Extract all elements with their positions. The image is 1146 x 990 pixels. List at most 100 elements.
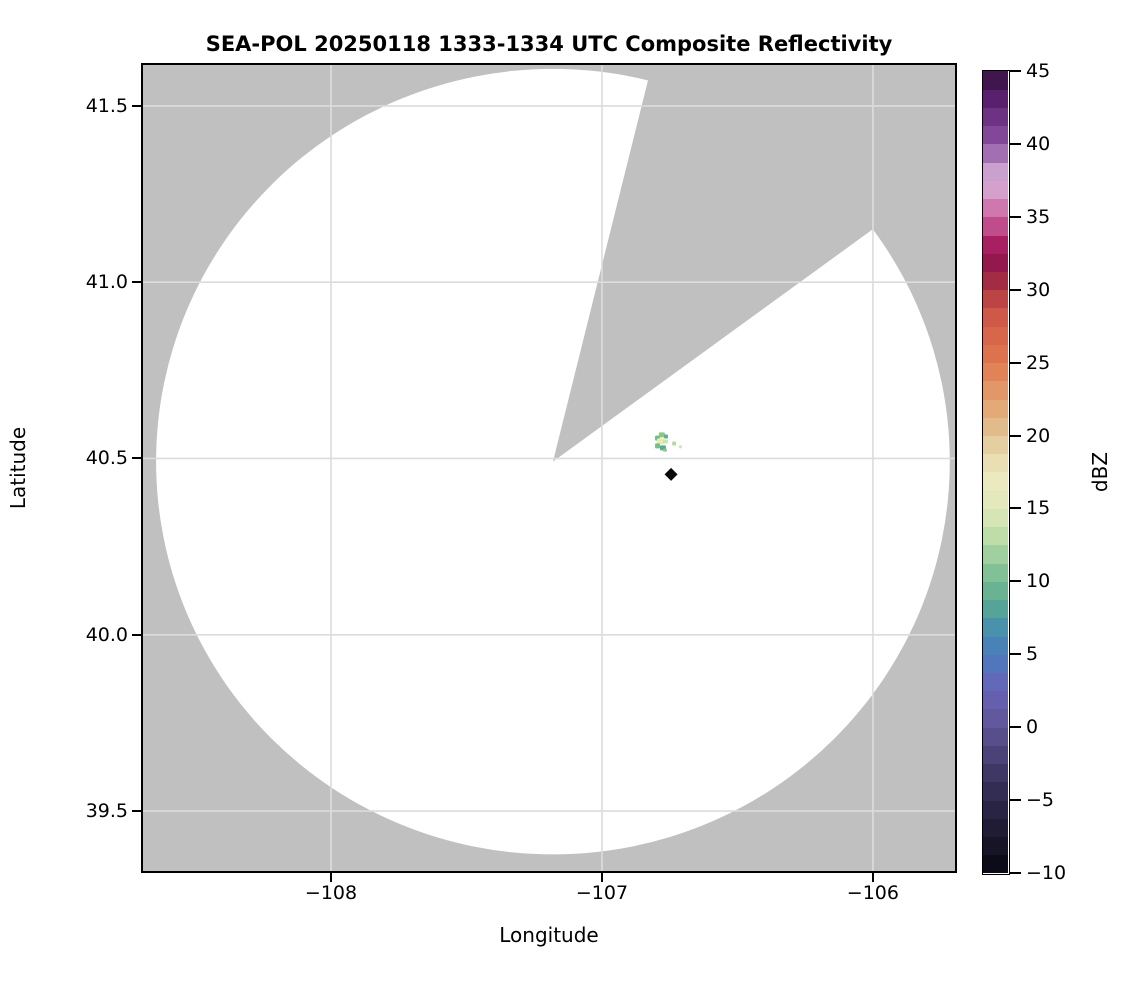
colorbar-band bbox=[983, 253, 1008, 272]
echo-cell bbox=[672, 441, 677, 446]
colorbar-band bbox=[983, 563, 1008, 582]
colorbar-band bbox=[983, 71, 1008, 90]
colorbar-band bbox=[983, 89, 1008, 108]
colorbar-tick-label: 0 bbox=[1026, 716, 1039, 739]
colorbar-tick-label: 15 bbox=[1026, 497, 1051, 520]
colorbar-band bbox=[983, 289, 1008, 309]
y-tick-mark bbox=[132, 633, 141, 636]
colorbar-band bbox=[983, 636, 1008, 655]
colorbar-tick-label: 20 bbox=[1026, 424, 1051, 447]
colorbar bbox=[983, 71, 1008, 873]
colorbar-band bbox=[983, 453, 1008, 473]
colorbar-tick-mark bbox=[1009, 653, 1021, 656]
colorbar-band bbox=[983, 854, 1008, 873]
colorbar-band bbox=[983, 271, 1008, 291]
colorbar-band bbox=[983, 581, 1008, 601]
colorbar-band bbox=[983, 708, 1008, 728]
echo-cell bbox=[678, 445, 682, 449]
colorbar-tick-mark bbox=[1009, 872, 1021, 874]
colorbar-tick-mark bbox=[1009, 507, 1021, 510]
y-axis-label: Latitude bbox=[6, 426, 30, 510]
colorbar-band bbox=[983, 435, 1008, 455]
colorbar-band bbox=[983, 672, 1008, 692]
colorbar-tick-mark bbox=[1009, 726, 1021, 729]
colorbar-tick-mark bbox=[1009, 799, 1021, 802]
colorbar-band bbox=[983, 143, 1008, 163]
colorbar-band bbox=[983, 362, 1008, 382]
colorbar-band bbox=[983, 417, 1008, 437]
echo-cell bbox=[664, 434, 669, 439]
colorbar-band bbox=[983, 162, 1008, 181]
y-tick-label: 39.5 bbox=[85, 800, 128, 823]
x-tick-mark bbox=[330, 873, 333, 882]
x-axis-label: Longitude bbox=[499, 923, 599, 947]
y-tick-mark bbox=[132, 810, 141, 813]
colorbar-band bbox=[983, 399, 1008, 418]
y-tick-mark bbox=[132, 281, 141, 284]
colorbar-band bbox=[983, 763, 1008, 783]
colorbar-tick-label: 35 bbox=[1026, 205, 1051, 228]
colorbar-tick-label: −5 bbox=[1026, 789, 1055, 812]
echo-cell bbox=[662, 439, 668, 444]
colorbar-band bbox=[983, 599, 1008, 619]
x-tick-label: −107 bbox=[575, 882, 629, 904]
blocked-sector-wedge bbox=[552, 65, 955, 462]
map-plot-area bbox=[143, 65, 955, 871]
colorbar-band bbox=[983, 380, 1008, 400]
colorbar-band bbox=[983, 180, 1008, 200]
colorbar-tick-mark bbox=[1009, 70, 1021, 72]
colorbar-band bbox=[983, 526, 1008, 546]
x-tick-mark bbox=[871, 873, 874, 882]
colorbar-band bbox=[983, 800, 1008, 819]
colorbar-band bbox=[983, 654, 1008, 673]
colorbar-band bbox=[983, 107, 1008, 127]
chart-title: SEA-POL 20250118 1333-1334 UTC Composite… bbox=[205, 32, 893, 56]
colorbar-tick-label: 25 bbox=[1026, 351, 1051, 374]
colorbar-tick-label: 45 bbox=[1026, 60, 1051, 82]
y-tick-mark bbox=[132, 104, 141, 107]
echo-cell bbox=[658, 432, 665, 438]
colorbar-band bbox=[983, 745, 1008, 765]
colorbar-tick-label: 40 bbox=[1026, 132, 1051, 155]
colorbar-axis-label: dBZ bbox=[1088, 451, 1112, 493]
colorbar-band bbox=[983, 544, 1008, 564]
colorbar-band bbox=[983, 125, 1008, 145]
colorbar-band bbox=[983, 617, 1008, 637]
colorbar-band bbox=[983, 344, 1008, 364]
colorbar-tick-label: −10 bbox=[1026, 862, 1067, 884]
colorbar-tick-mark bbox=[1009, 580, 1021, 583]
colorbar-tick-mark bbox=[1009, 288, 1021, 291]
colorbar-band bbox=[983, 326, 1008, 345]
colorbar-tick-mark bbox=[1009, 361, 1021, 364]
colorbar-band bbox=[983, 690, 1008, 710]
radar-map-canvas bbox=[143, 65, 955, 871]
colorbar-tick-label: 5 bbox=[1026, 643, 1039, 666]
site-marker-diamond bbox=[664, 467, 678, 481]
colorbar-band bbox=[983, 836, 1008, 856]
colorbar-band bbox=[983, 727, 1008, 746]
colorbar-band bbox=[983, 472, 1008, 491]
colorbar-band bbox=[983, 818, 1008, 838]
echo-cell bbox=[656, 438, 664, 445]
colorbar-band bbox=[983, 781, 1008, 801]
x-tick-label: −106 bbox=[846, 882, 899, 904]
colorbar-band bbox=[983, 216, 1008, 236]
echo-cell bbox=[662, 448, 667, 452]
x-tick-mark bbox=[600, 873, 603, 882]
colorbar-band bbox=[983, 198, 1008, 218]
colorbar-tick-label: 10 bbox=[1026, 570, 1051, 593]
colorbar-tick-mark bbox=[1009, 215, 1021, 218]
y-tick-label: 40.5 bbox=[85, 447, 128, 470]
y-tick-mark bbox=[132, 457, 141, 460]
colorbar-band bbox=[983, 235, 1008, 254]
y-tick-label: 40.0 bbox=[85, 623, 128, 646]
colorbar-band bbox=[983, 508, 1008, 528]
colorbar-band bbox=[983, 490, 1008, 509]
colorbar-tick-mark bbox=[1009, 434, 1021, 437]
colorbar-band bbox=[983, 307, 1008, 327]
y-tick-label: 41.0 bbox=[85, 271, 128, 294]
x-tick-label: −108 bbox=[304, 882, 358, 904]
colorbar-tick-mark bbox=[1009, 142, 1021, 145]
echo-cell bbox=[655, 443, 661, 449]
